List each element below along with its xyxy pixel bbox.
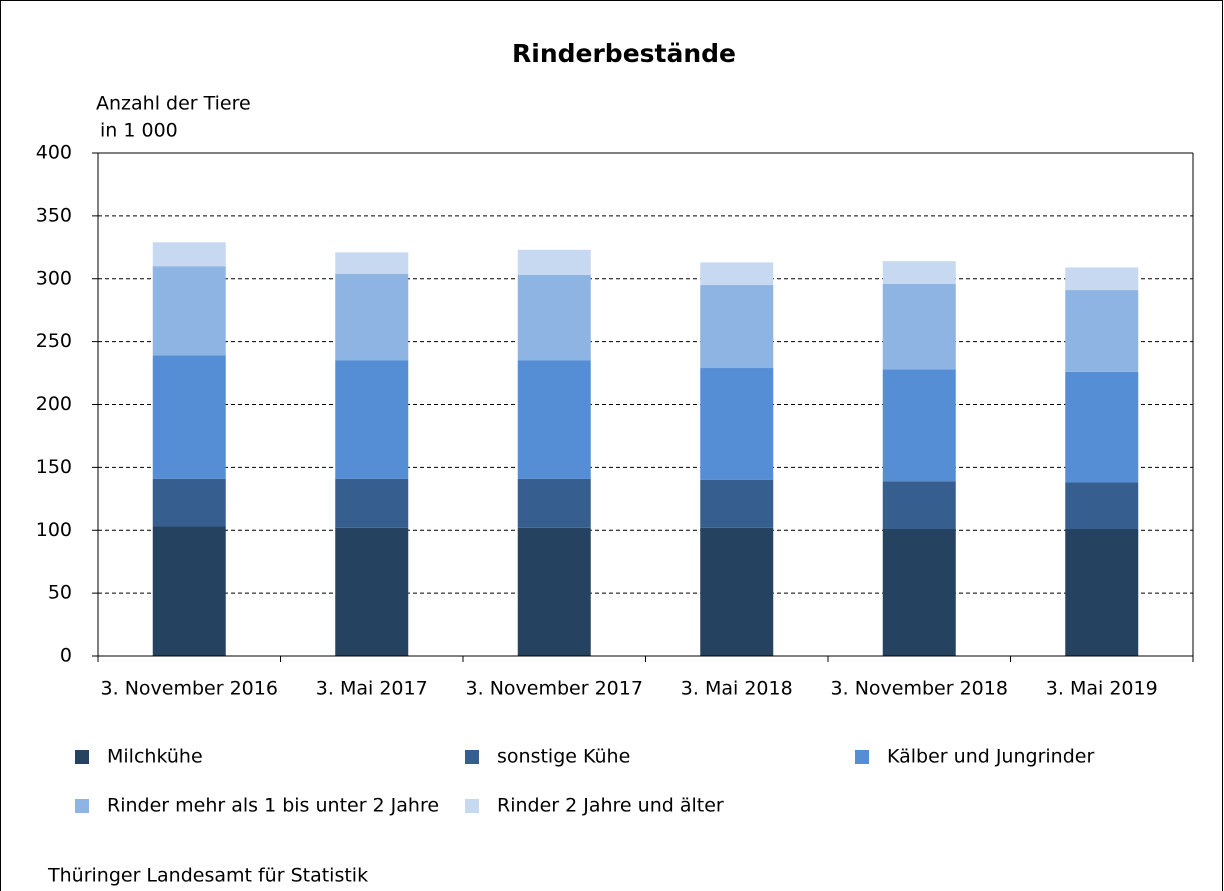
bar-segment xyxy=(1065,371,1139,483)
bar-segment xyxy=(335,360,409,479)
bar-segment xyxy=(700,368,774,480)
bar-segment xyxy=(152,478,226,527)
bar-segment xyxy=(700,262,774,286)
bar-segment xyxy=(517,478,591,528)
x-tick-label: 3. November 2018 xyxy=(831,678,1008,700)
bar-segment xyxy=(517,249,591,275)
y-tick-label: 400 xyxy=(36,142,72,164)
bar-segment xyxy=(152,266,226,356)
y-tick-label: 150 xyxy=(36,456,72,478)
x-tick-label: 3. November 2016 xyxy=(101,678,278,700)
bar-segment xyxy=(1065,290,1139,372)
legend-swatch xyxy=(465,799,479,813)
bar-segment xyxy=(1065,482,1139,529)
y-tick-label: 350 xyxy=(36,204,72,226)
bar-segment xyxy=(882,481,956,529)
bar-segment xyxy=(700,527,774,656)
y-tick-label: 100 xyxy=(36,519,72,541)
bar-segment xyxy=(335,252,409,274)
legend-swatch xyxy=(855,750,869,764)
bar-segment xyxy=(517,527,591,656)
y-tick-label: 300 xyxy=(36,267,72,289)
bar-segment xyxy=(700,285,774,369)
bar-segment xyxy=(882,369,956,482)
legend-label: sonstige Kühe xyxy=(497,746,630,768)
bar-segment xyxy=(517,360,591,479)
source: Thüringer Landesamt für Statistik xyxy=(47,865,368,887)
bar-segment xyxy=(882,283,956,370)
chart-title: Rinderbestände xyxy=(512,39,736,68)
x-tick-label: 3. November 2017 xyxy=(466,678,643,700)
x-tick-label: 3. Mai 2018 xyxy=(681,678,793,700)
legend-label: Milchkühe xyxy=(107,746,203,768)
legend-label: Rinder mehr als 1 bis unter 2 Jahre xyxy=(107,795,439,817)
y-tick-label: 0 xyxy=(60,645,72,667)
y-tick-label: 200 xyxy=(36,393,72,415)
bar-segment xyxy=(882,261,956,284)
bar-segment xyxy=(335,478,409,528)
legend-swatch xyxy=(75,799,89,813)
bar-segment xyxy=(335,273,409,361)
y-tick-label: 250 xyxy=(36,330,72,352)
x-tick-label: 3. Mai 2017 xyxy=(316,678,428,700)
y-axis-label: in 1 000 xyxy=(100,120,178,142)
bar-segment xyxy=(700,479,774,528)
bar-segment xyxy=(152,526,226,656)
x-tick-label: 3. Mai 2019 xyxy=(1046,678,1158,700)
bar-segment xyxy=(1065,528,1139,656)
legend-label: Rinder 2 Jahre und älter xyxy=(497,795,724,817)
bar-segment xyxy=(152,242,226,267)
bar-segment xyxy=(517,274,591,361)
legend-swatch xyxy=(75,750,89,764)
bar-segment xyxy=(1065,267,1139,291)
legend-swatch xyxy=(465,750,479,764)
y-axis-label: Anzahl der Tiere xyxy=(96,93,251,115)
y-tick-label: 50 xyxy=(48,582,72,604)
legend-label: Kälber und Jungrinder xyxy=(887,746,1094,768)
bar-segment xyxy=(335,527,409,656)
bar-segment xyxy=(882,528,956,656)
bar-segment xyxy=(152,355,226,479)
